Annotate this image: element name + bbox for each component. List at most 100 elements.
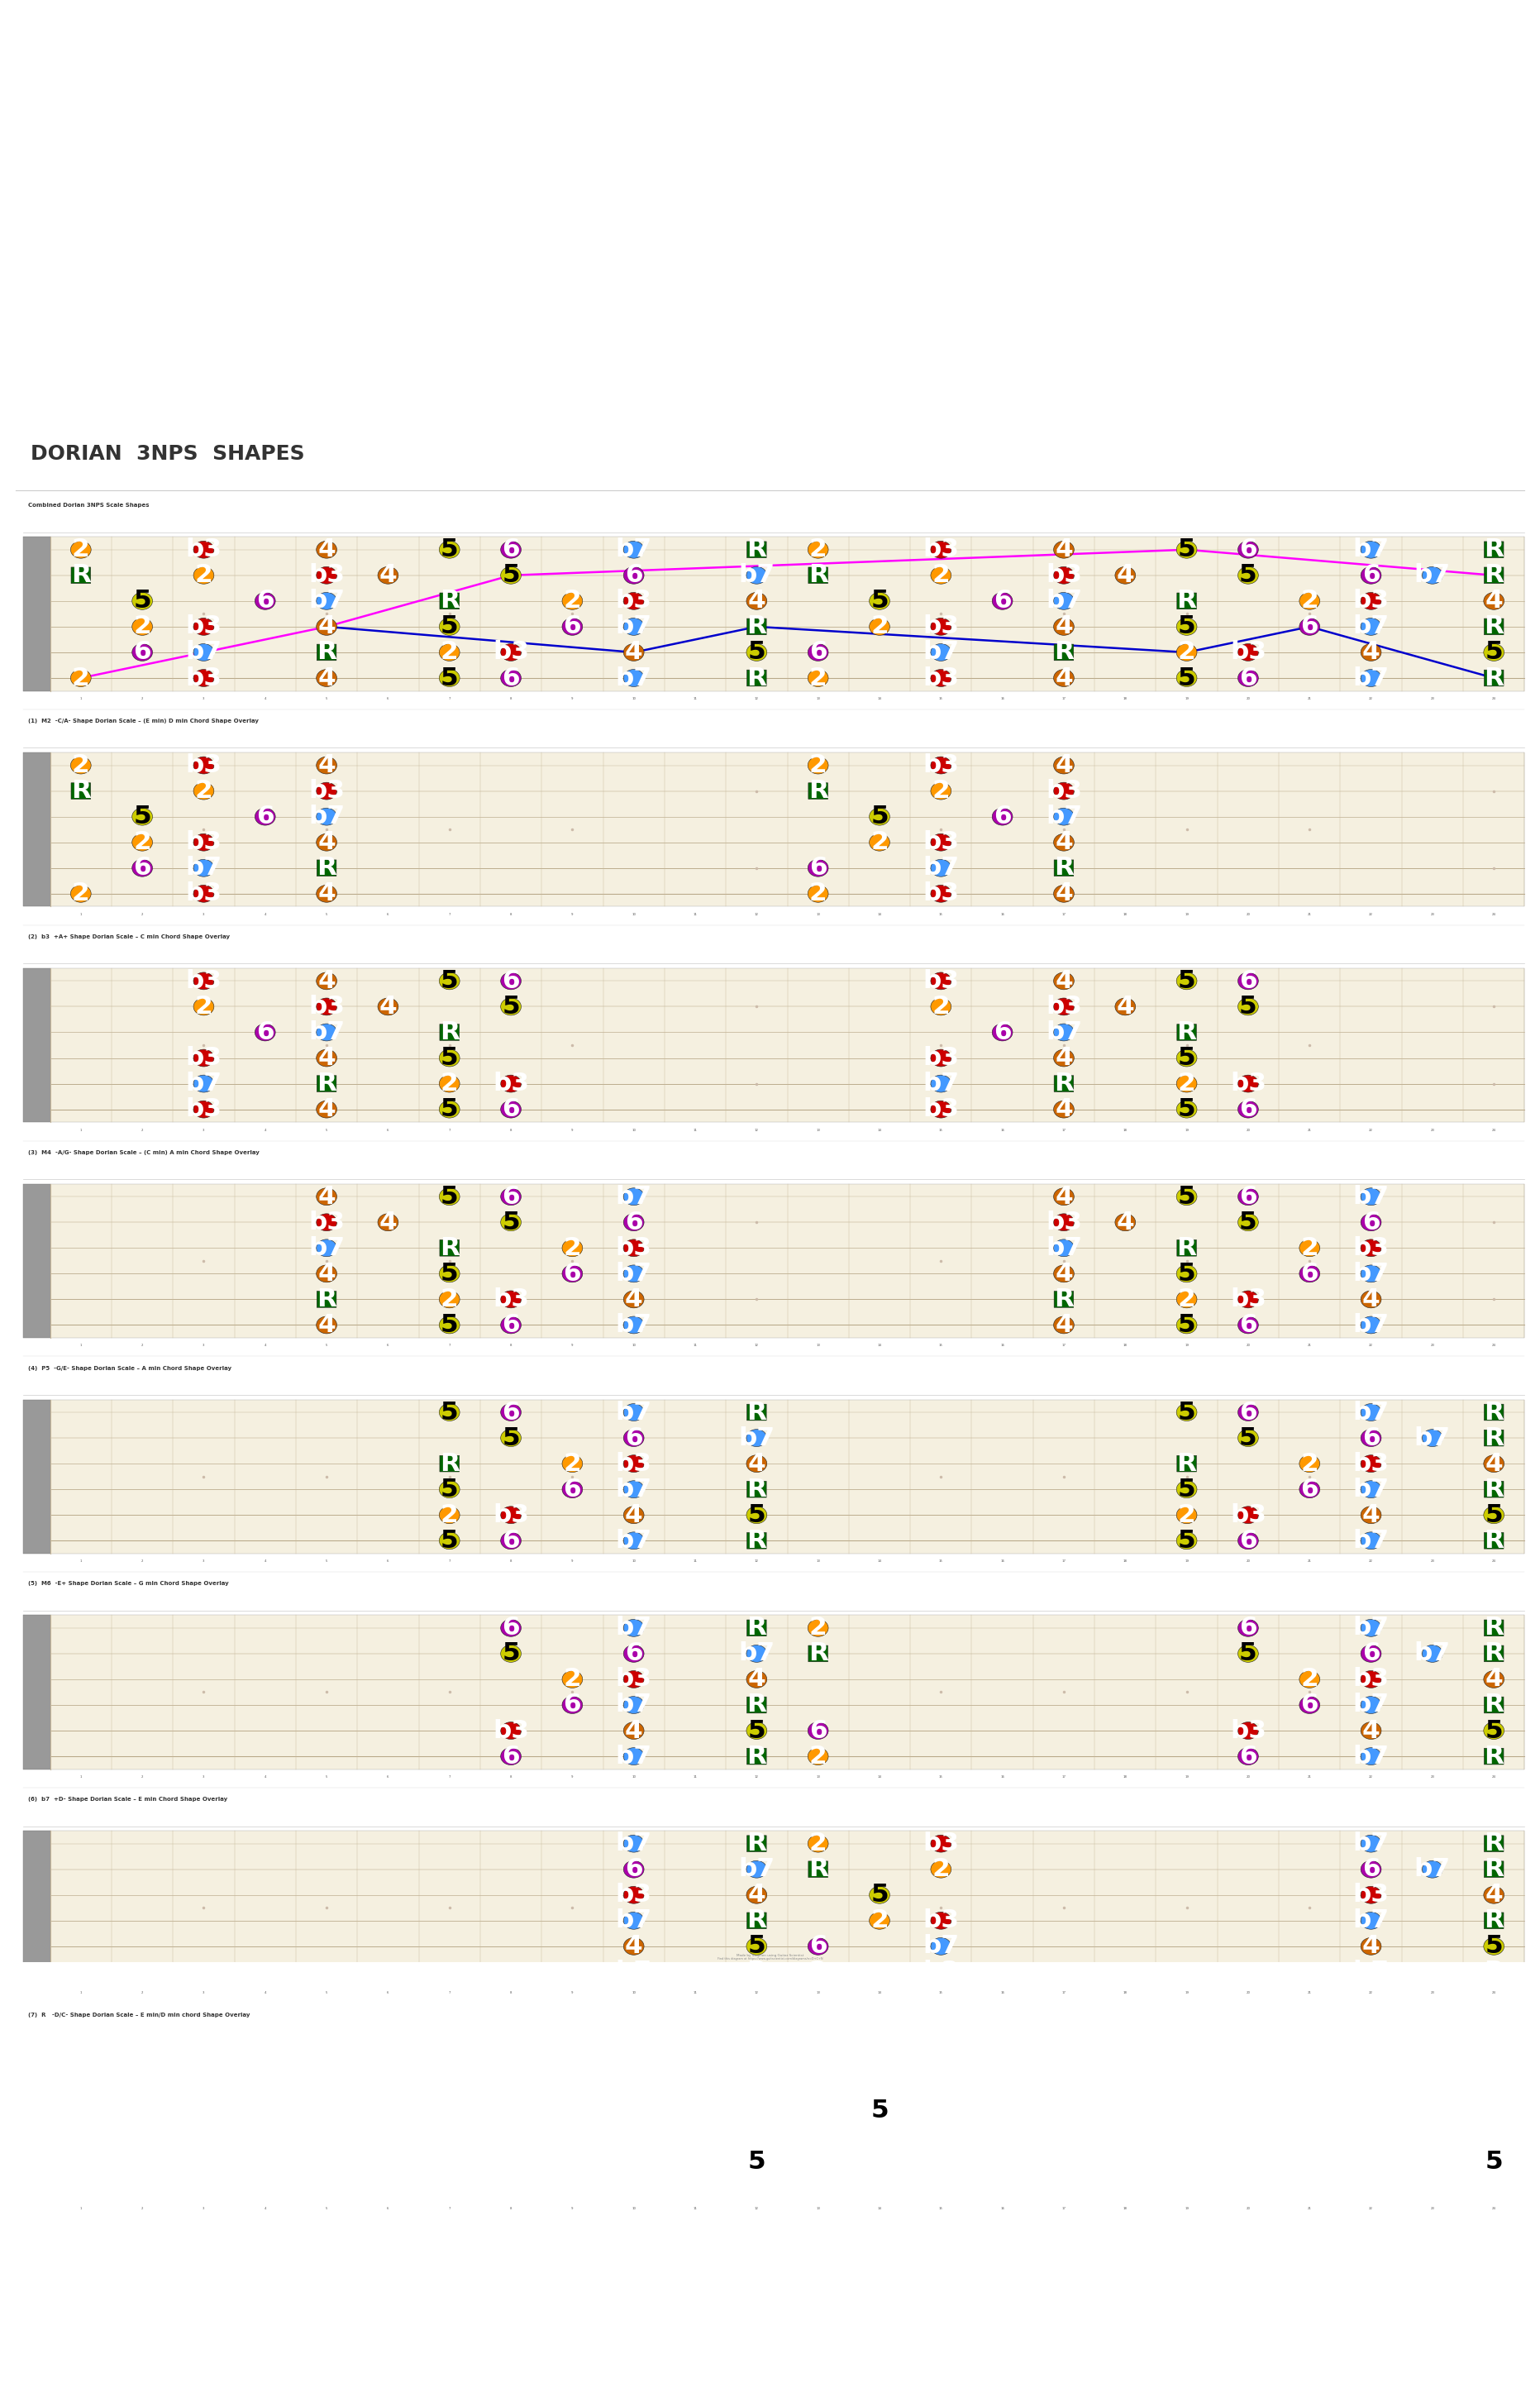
Text: b7: b7 [616, 665, 651, 691]
Text: 5: 5 [325, 913, 328, 915]
FancyBboxPatch shape [747, 2052, 767, 2068]
FancyBboxPatch shape [1485, 2128, 1503, 2145]
Ellipse shape [439, 1189, 460, 1206]
Text: 23: 23 [1431, 1344, 1435, 1346]
Ellipse shape [132, 593, 152, 610]
Text: 15: 15 [939, 1558, 942, 1563]
Text: 6: 6 [1301, 1261, 1318, 1287]
FancyBboxPatch shape [747, 1835, 767, 1852]
FancyBboxPatch shape [1485, 1482, 1503, 1497]
Ellipse shape [808, 2154, 829, 2171]
Text: 12: 12 [755, 1990, 759, 1995]
Text: 16: 16 [1001, 913, 1004, 915]
Ellipse shape [132, 834, 152, 851]
Text: 5: 5 [748, 1504, 765, 1528]
Text: 5: 5 [1178, 970, 1195, 994]
Text: R: R [439, 589, 459, 612]
Text: 14: 14 [878, 1775, 881, 1778]
Text: 8: 8 [510, 1775, 511, 1778]
Ellipse shape [439, 670, 460, 686]
Text: b3: b3 [616, 1451, 651, 1475]
Text: 4: 4 [1055, 539, 1073, 562]
Text: R: R [317, 1287, 337, 1311]
Text: b7: b7 [616, 1833, 651, 1856]
Text: b3: b3 [922, 2047, 959, 2071]
Ellipse shape [1053, 884, 1073, 903]
Text: 6: 6 [625, 1642, 642, 1666]
Text: 17: 17 [1061, 913, 1066, 915]
Text: b3: b3 [922, 2176, 959, 2200]
Text: 7: 7 [448, 913, 451, 915]
Ellipse shape [256, 808, 276, 825]
Text: b7: b7 [1414, 1856, 1451, 1880]
Ellipse shape [1483, 1723, 1505, 1740]
Text: 7: 7 [448, 1990, 451, 1995]
Text: b3: b3 [1352, 1451, 1389, 1475]
Text: 18: 18 [1123, 1558, 1127, 1563]
Ellipse shape [1053, 998, 1073, 1015]
Text: 4: 4 [1485, 1451, 1503, 1475]
Text: 4: 4 [317, 539, 336, 562]
Text: 11: 11 [693, 2207, 698, 2209]
Ellipse shape [930, 1101, 952, 1118]
Text: b3: b3 [185, 1046, 222, 1070]
Text: b7: b7 [185, 855, 222, 879]
Text: 17: 17 [1061, 1127, 1066, 1132]
FancyBboxPatch shape [440, 1456, 459, 1473]
Text: 24: 24 [1492, 1127, 1495, 1132]
Text: 22: 22 [1369, 1344, 1374, 1346]
Text: 10: 10 [631, 1558, 636, 1563]
Ellipse shape [808, 1620, 829, 1637]
Text: 4: 4 [1116, 994, 1133, 1018]
Text: 15: 15 [939, 1344, 942, 1346]
Text: 19: 19 [1184, 1127, 1189, 1132]
Ellipse shape [194, 1075, 214, 1091]
Text: 6: 6 [502, 1096, 521, 1122]
Ellipse shape [930, 1911, 952, 1930]
Ellipse shape [500, 972, 521, 989]
FancyBboxPatch shape [1485, 670, 1503, 686]
Text: 4: 4 [317, 829, 336, 855]
Text: b7: b7 [1352, 1959, 1389, 1985]
Text: 2: 2 [142, 1775, 143, 1778]
Ellipse shape [439, 972, 460, 989]
Text: b7: b7 [1352, 1909, 1389, 1933]
Bar [51, 1616, 1525, 1768]
Ellipse shape [562, 1265, 582, 1282]
Ellipse shape [624, 1189, 644, 1206]
Ellipse shape [256, 593, 276, 610]
Text: b7: b7 [1352, 1692, 1389, 1718]
Text: 2: 2 [1301, 1237, 1318, 1261]
Ellipse shape [930, 617, 952, 636]
Ellipse shape [1361, 1189, 1381, 1206]
Text: 2: 2 [808, 665, 827, 691]
Text: 2: 2 [1178, 1287, 1195, 1311]
Ellipse shape [316, 834, 337, 851]
Text: R: R [1485, 2176, 1503, 2200]
Text: 4: 4 [265, 2207, 266, 2209]
Text: 5: 5 [325, 1127, 328, 1132]
Ellipse shape [1177, 1049, 1197, 1068]
Text: 6: 6 [1361, 1856, 1380, 1880]
Ellipse shape [439, 1404, 460, 1420]
Ellipse shape [1483, 593, 1505, 610]
FancyBboxPatch shape [1485, 2052, 1503, 2068]
Text: 18: 18 [1123, 1990, 1127, 1995]
Ellipse shape [1177, 1265, 1197, 1282]
Text: 4: 4 [265, 1344, 266, 1346]
Ellipse shape [316, 1213, 337, 1232]
Text: 1: 1 [80, 1127, 82, 1132]
Text: 4: 4 [1361, 1935, 1380, 1959]
Ellipse shape [1361, 1456, 1381, 1473]
Text: b7: b7 [1352, 1833, 1389, 1856]
Text: b3: b3 [1046, 562, 1083, 586]
Ellipse shape [1361, 1213, 1381, 1232]
Ellipse shape [1361, 1292, 1381, 1308]
Ellipse shape [500, 1723, 521, 1740]
Text: 5: 5 [1240, 1425, 1257, 1449]
Text: 5: 5 [440, 1528, 459, 1554]
Text: 6: 6 [502, 1184, 521, 1208]
Ellipse shape [808, 541, 829, 558]
Text: b7: b7 [1352, 665, 1389, 691]
Text: 12: 12 [755, 1558, 759, 1563]
